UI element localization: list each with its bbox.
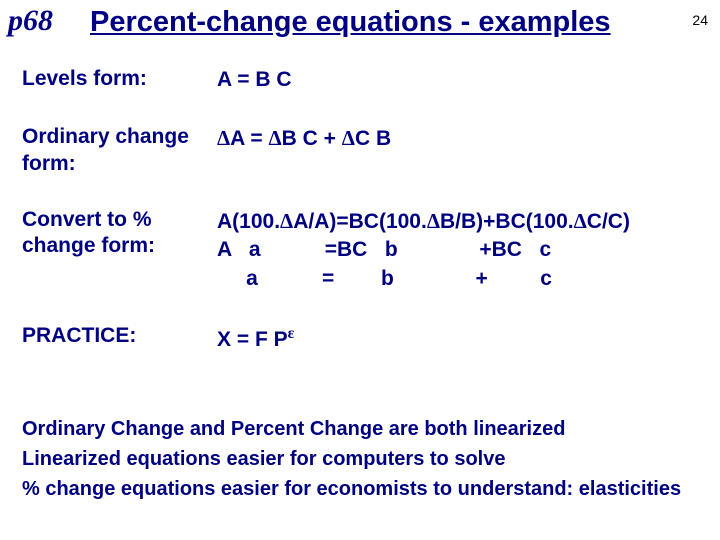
equation-row: Convert to % change form: A(100.ΔA/A)=BC…: [22, 207, 698, 293]
equation-row: Levels form: A = B C: [22, 66, 698, 94]
slide: p68 Percent-change equations - examples …: [0, 0, 720, 540]
page-reference: p68: [8, 4, 53, 38]
equation-row: PRACTICE: X = F Pε: [22, 323, 698, 354]
body-content: Levels form: A = B C Ordinary change for…: [22, 66, 698, 384]
row-equation: X = F Pε: [217, 323, 294, 354]
footer-line: Ordinary Change and Percent Change are b…: [22, 414, 698, 444]
footer-line: Linearized equations easier for computer…: [22, 444, 698, 474]
slide-title: Percent-change equations - examples: [90, 6, 611, 39]
slide-number: 24: [692, 12, 708, 28]
footer-line: % change equations easier for economists…: [22, 474, 698, 504]
row-label: Ordinary change form:: [22, 124, 217, 177]
row-label: Levels form:: [22, 66, 217, 92]
equation-row: Ordinary change form: ΔA = ΔB C + ΔC B: [22, 124, 698, 177]
row-equation: A(100.ΔA/A)=BC(100.ΔB/B)+BC(100.ΔC/C) A …: [217, 207, 630, 293]
row-label: PRACTICE:: [22, 323, 217, 349]
row-label: Convert to % change form:: [22, 207, 217, 260]
row-equation: ΔA = ΔB C + ΔC B: [217, 124, 391, 153]
row-equation: A = B C: [217, 66, 291, 94]
footer-notes: Ordinary Change and Percent Change are b…: [22, 414, 698, 504]
